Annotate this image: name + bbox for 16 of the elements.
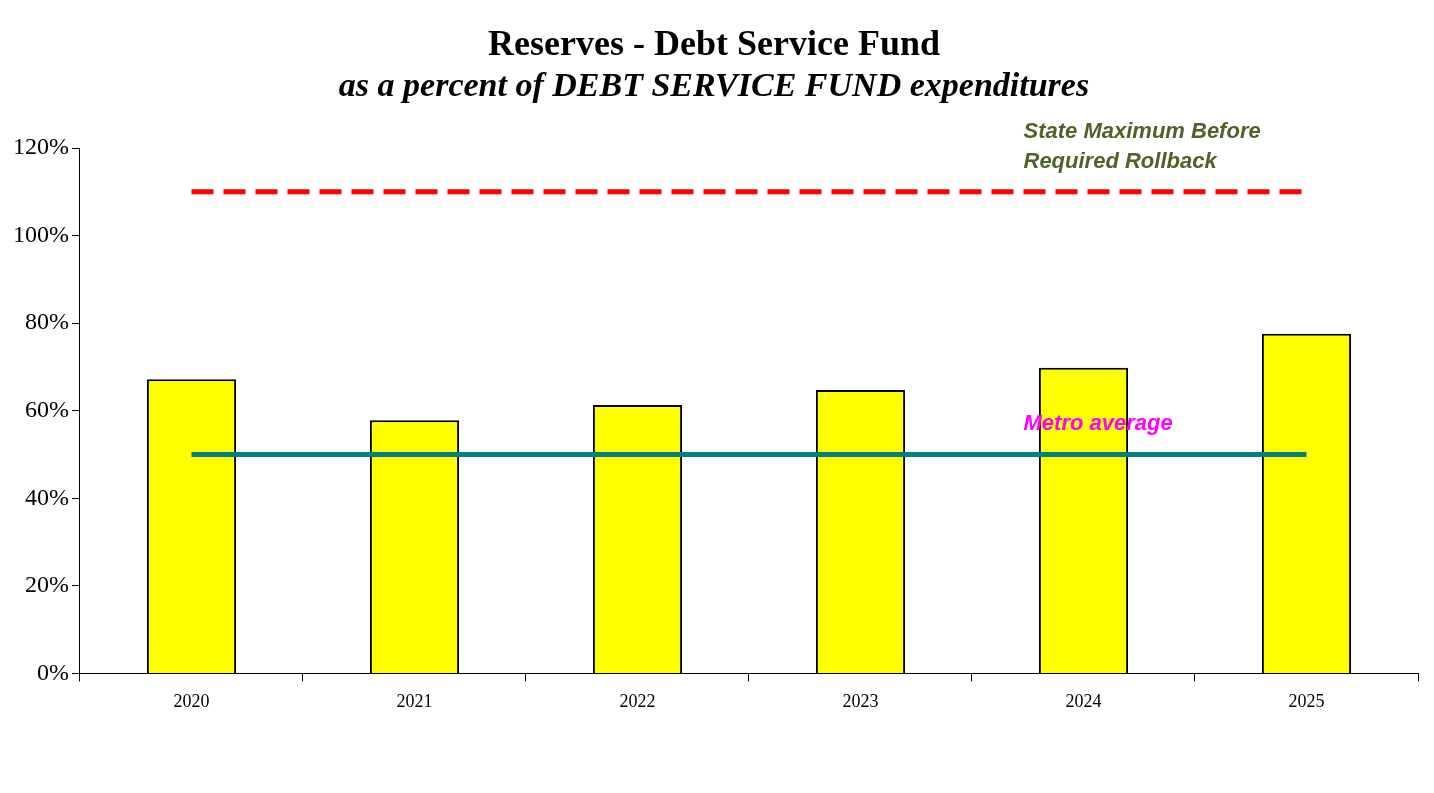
y-tick-label: 80% xyxy=(24,308,69,335)
y-tick-label: 120% xyxy=(12,133,69,160)
y-tick-label: 40% xyxy=(24,483,69,510)
y-tick-label: 20% xyxy=(24,571,69,598)
x-tick-label: 2022 xyxy=(619,690,656,711)
chart-title: Reserves - Debt Service Fund xyxy=(488,22,940,63)
x-tick-label: 2021 xyxy=(396,690,433,711)
chart-subtitle: as a percent of DEBT SERVICE FUND expenditures xyxy=(338,66,1090,104)
y-tick-label: 60% xyxy=(24,396,69,422)
x-tick-label: 2020 xyxy=(173,690,210,711)
y-tick-label: 100% xyxy=(12,220,69,247)
x-tick-label: 2023 xyxy=(842,690,879,711)
y-tick-label: 0% xyxy=(36,658,69,685)
x-tick-label: 2024 xyxy=(1065,690,1102,711)
ref-line-label: State Maximum Before Required Rollback xyxy=(1023,117,1261,173)
x-tick-label: 2025 xyxy=(1288,690,1325,711)
